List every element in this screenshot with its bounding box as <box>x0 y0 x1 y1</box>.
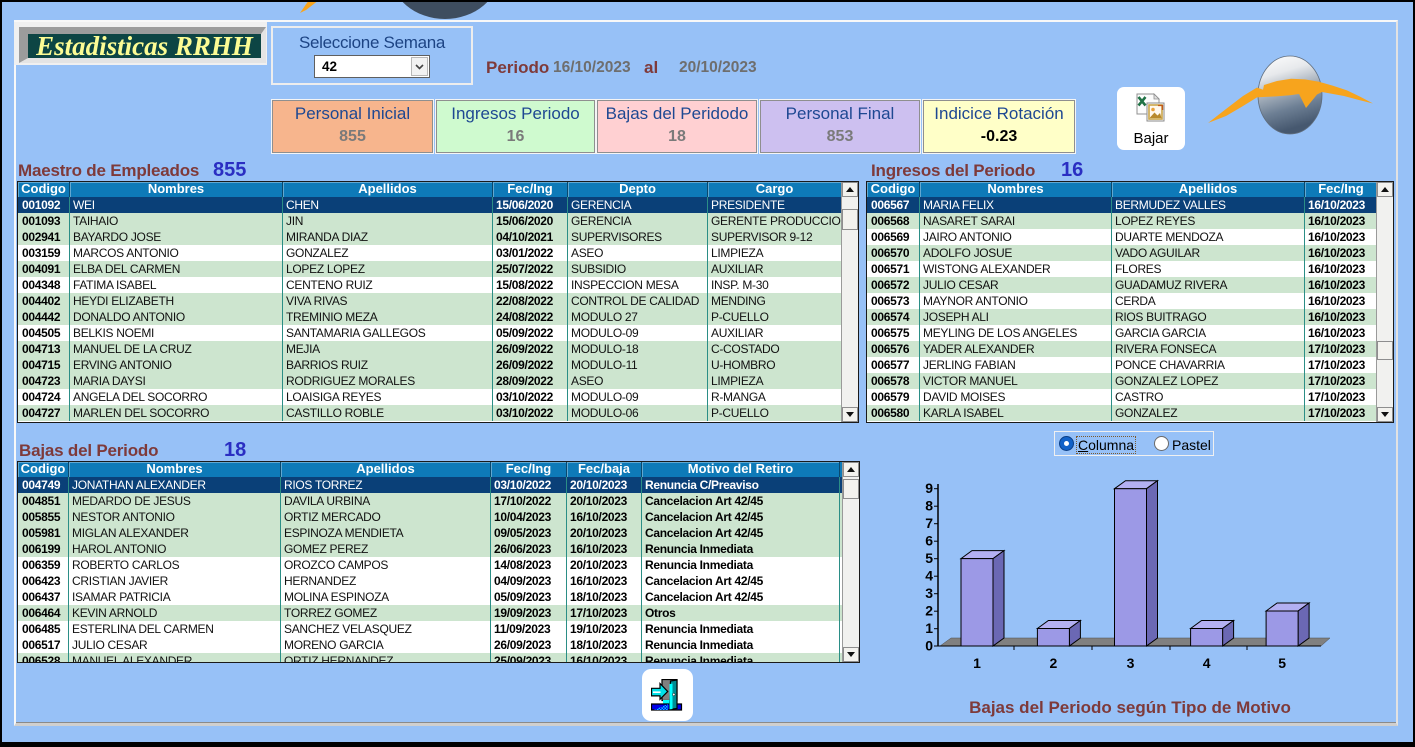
svg-text:1: 1 <box>973 655 981 671</box>
svg-text:9: 9 <box>925 480 933 496</box>
svg-text:8: 8 <box>925 498 933 514</box>
svg-text:6: 6 <box>925 533 933 549</box>
svg-text:0: 0 <box>925 638 933 654</box>
svg-text:7: 7 <box>925 515 933 531</box>
svg-text:4: 4 <box>925 568 933 584</box>
svg-text:2: 2 <box>925 603 933 619</box>
svg-text:3: 3 <box>1127 655 1135 671</box>
svg-text:2: 2 <box>1050 655 1058 671</box>
svg-text:5: 5 <box>1278 655 1286 671</box>
svg-text:4: 4 <box>1203 655 1211 671</box>
svg-text:1: 1 <box>925 620 933 636</box>
svg-text:3: 3 <box>925 585 933 601</box>
svg-text:5: 5 <box>925 550 933 566</box>
